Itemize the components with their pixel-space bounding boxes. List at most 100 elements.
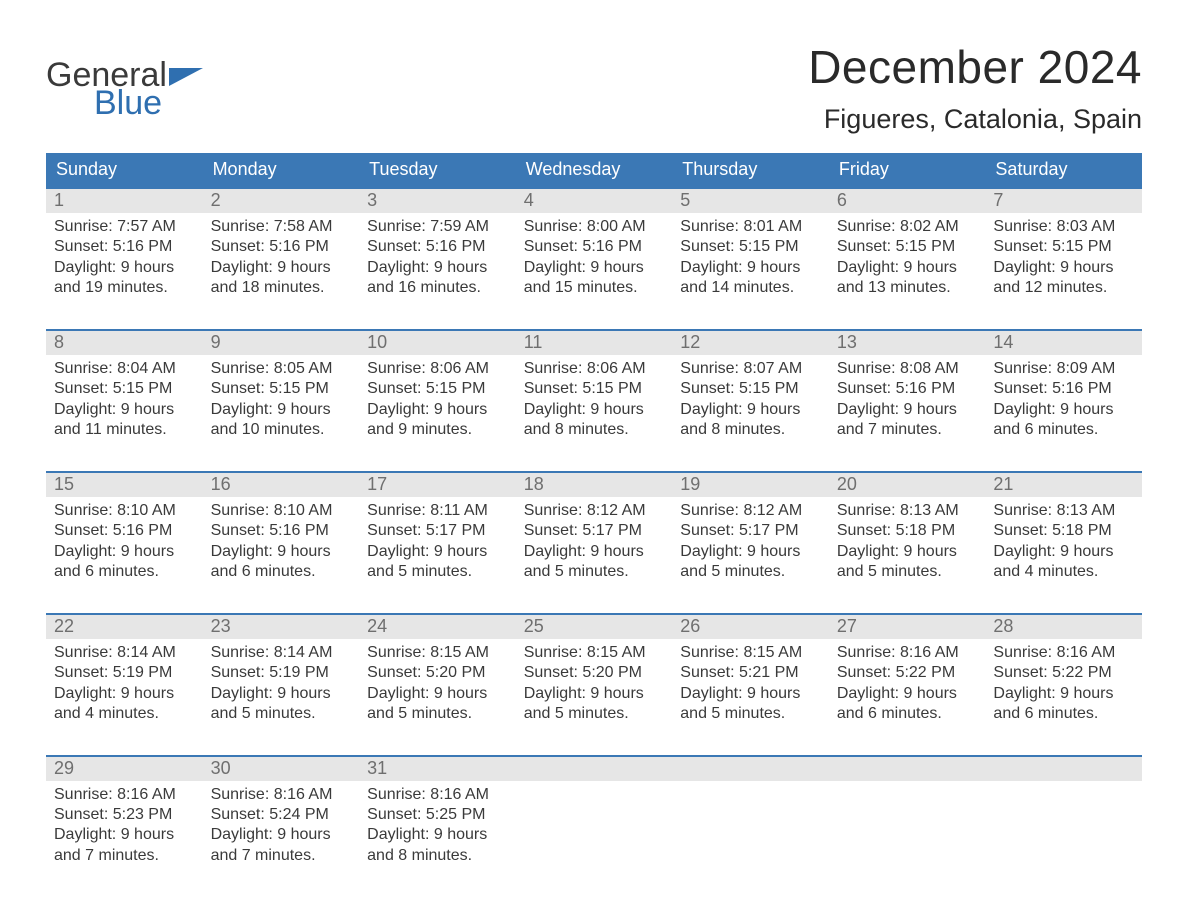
day-cell: Sunrise: 8:13 AMSunset: 5:18 PMDaylight:… xyxy=(985,497,1142,589)
daylight-line-2: and 13 minutes. xyxy=(837,278,978,298)
sunrise-line: Sunrise: 7:57 AM xyxy=(54,217,195,237)
sunset-line: Sunset: 5:17 PM xyxy=(524,521,665,541)
sunrise-label: Sunrise: xyxy=(211,786,270,803)
daylight-label: Daylight: xyxy=(680,685,742,702)
sunrise-line: Sunrise: 8:12 AM xyxy=(524,501,665,521)
sunrise-line: Sunrise: 8:07 AM xyxy=(680,359,821,379)
daylight-line-2: and 8 minutes. xyxy=(680,420,821,440)
weekday-header: Friday xyxy=(829,153,986,187)
day-number: 25 xyxy=(516,615,673,639)
sunset-label: Sunset: xyxy=(54,522,108,539)
day-number: 27 xyxy=(829,615,986,639)
logo: General Blue xyxy=(46,40,203,120)
daylight-label: Daylight: xyxy=(993,401,1055,418)
daylight-label: Daylight: xyxy=(54,259,116,276)
week-row: 1234567Sunrise: 7:57 AMSunset: 5:16 PMDa… xyxy=(46,187,1142,305)
sunrise-value: 8:15 AM xyxy=(587,644,646,661)
daylight-line-1: Daylight: 9 hours xyxy=(367,825,508,845)
sunset-label: Sunset: xyxy=(54,664,108,681)
sunrise-label: Sunrise: xyxy=(211,218,270,235)
sunrise-line: Sunrise: 8:01 AM xyxy=(680,217,821,237)
daylight-value-1: 9 hours xyxy=(121,826,174,843)
daylight-line-2: and 8 minutes. xyxy=(524,420,665,440)
daylight-line-2: and 6 minutes. xyxy=(993,704,1134,724)
sunrise-value: 8:14 AM xyxy=(117,644,176,661)
sunrise-label: Sunrise: xyxy=(524,644,583,661)
sunrise-line: Sunrise: 8:16 AM xyxy=(211,785,352,805)
day-number: 31 xyxy=(359,757,516,781)
sunrise-line: Sunrise: 8:13 AM xyxy=(837,501,978,521)
sunrise-value: 7:57 AM xyxy=(117,218,176,235)
daylight-line-1: Daylight: 9 hours xyxy=(54,825,195,845)
sunset-line: Sunset: 5:18 PM xyxy=(837,521,978,541)
header: General Blue December 2024 Figueres, Cat… xyxy=(46,40,1142,135)
sunset-line: Sunset: 5:15 PM xyxy=(837,237,978,257)
daylight-label: Daylight: xyxy=(524,401,586,418)
sunrise-label: Sunrise: xyxy=(837,218,896,235)
day-cell: Sunrise: 8:12 AMSunset: 5:17 PMDaylight:… xyxy=(672,497,829,589)
sunrise-line: Sunrise: 7:59 AM xyxy=(367,217,508,237)
sunset-line: Sunset: 5:20 PM xyxy=(524,663,665,683)
sunset-value: 5:16 PM xyxy=(1052,380,1112,397)
sunrise-value: 8:11 AM xyxy=(430,502,488,519)
sunset-line: Sunset: 5:19 PM xyxy=(54,663,195,683)
daylight-label: Daylight: xyxy=(211,401,273,418)
sunset-value: 5:22 PM xyxy=(896,664,956,681)
sunrise-value: 8:16 AM xyxy=(117,786,176,803)
daylight-line-2: and 7 minutes. xyxy=(837,420,978,440)
daylight-value-1: 9 hours xyxy=(1060,401,1113,418)
sunrise-label: Sunrise: xyxy=(680,218,739,235)
day-cell: Sunrise: 8:01 AMSunset: 5:15 PMDaylight:… xyxy=(672,213,829,305)
day-cell: Sunrise: 8:00 AMSunset: 5:16 PMDaylight:… xyxy=(516,213,673,305)
daylight-line-2: and 5 minutes. xyxy=(680,562,821,582)
daylight-value-1: 9 hours xyxy=(590,543,643,560)
daylight-line-1: Daylight: 9 hours xyxy=(54,258,195,278)
daylight-line-2: and 6 minutes. xyxy=(837,704,978,724)
sunrise-label: Sunrise: xyxy=(993,218,1052,235)
month-title: December 2024 xyxy=(808,40,1142,94)
daylight-line-2: and 5 minutes. xyxy=(680,704,821,724)
daylight-line-1: Daylight: 9 hours xyxy=(367,684,508,704)
day-number: 5 xyxy=(672,189,829,213)
sunset-label: Sunset: xyxy=(54,380,108,397)
sunrise-value: 8:16 AM xyxy=(274,786,333,803)
daylight-line-2: and 5 minutes. xyxy=(524,704,665,724)
sunset-value: 5:20 PM xyxy=(582,664,642,681)
sunset-label: Sunset: xyxy=(54,806,108,823)
daylight-line-1: Daylight: 9 hours xyxy=(211,258,352,278)
daylight-value-1: 9 hours xyxy=(904,401,957,418)
daylight-line-1: Daylight: 9 hours xyxy=(680,258,821,278)
daylight-line-2: and 11 minutes. xyxy=(54,420,195,440)
weekday-header-row: SundayMondayTuesdayWednesdayThursdayFrid… xyxy=(46,153,1142,187)
daylight-line-2: and 5 minutes. xyxy=(524,562,665,582)
sunset-label: Sunset: xyxy=(211,806,265,823)
sunrise-line: Sunrise: 8:02 AM xyxy=(837,217,978,237)
daylight-line-1: Daylight: 9 hours xyxy=(837,684,978,704)
day-number: 23 xyxy=(203,615,360,639)
sunrise-label: Sunrise: xyxy=(54,360,113,377)
daylight-value-1: 9 hours xyxy=(904,543,957,560)
day-number: 4 xyxy=(516,189,673,213)
sunset-value: 5:18 PM xyxy=(1052,522,1112,539)
sunset-value: 5:15 PM xyxy=(269,380,329,397)
sunrise-line: Sunrise: 8:11 AM xyxy=(367,501,508,521)
daylight-value-1: 9 hours xyxy=(277,685,330,702)
daylight-value-1: 9 hours xyxy=(121,401,174,418)
daylight-value-1: 9 hours xyxy=(434,401,487,418)
day-cell xyxy=(516,781,673,873)
daylight-line-1: Daylight: 9 hours xyxy=(54,400,195,420)
daylight-value-1: 9 hours xyxy=(590,401,643,418)
daylight-value-1: 9 hours xyxy=(590,685,643,702)
daylight-line-2: and 7 minutes. xyxy=(211,846,352,866)
sunset-line: Sunset: 5:15 PM xyxy=(680,379,821,399)
day-cell: Sunrise: 8:15 AMSunset: 5:20 PMDaylight:… xyxy=(516,639,673,731)
daylight-line-2: and 6 minutes. xyxy=(54,562,195,582)
week-row: 293031Sunrise: 8:16 AMSunset: 5:23 PMDay… xyxy=(46,755,1142,873)
day-number: 2 xyxy=(203,189,360,213)
day-number: 12 xyxy=(672,331,829,355)
day-number: 26 xyxy=(672,615,829,639)
day-number: 21 xyxy=(985,473,1142,497)
day-cell: Sunrise: 8:08 AMSunset: 5:16 PMDaylight:… xyxy=(829,355,986,447)
sunrise-label: Sunrise: xyxy=(367,502,426,519)
daylight-value-1: 9 hours xyxy=(904,685,957,702)
